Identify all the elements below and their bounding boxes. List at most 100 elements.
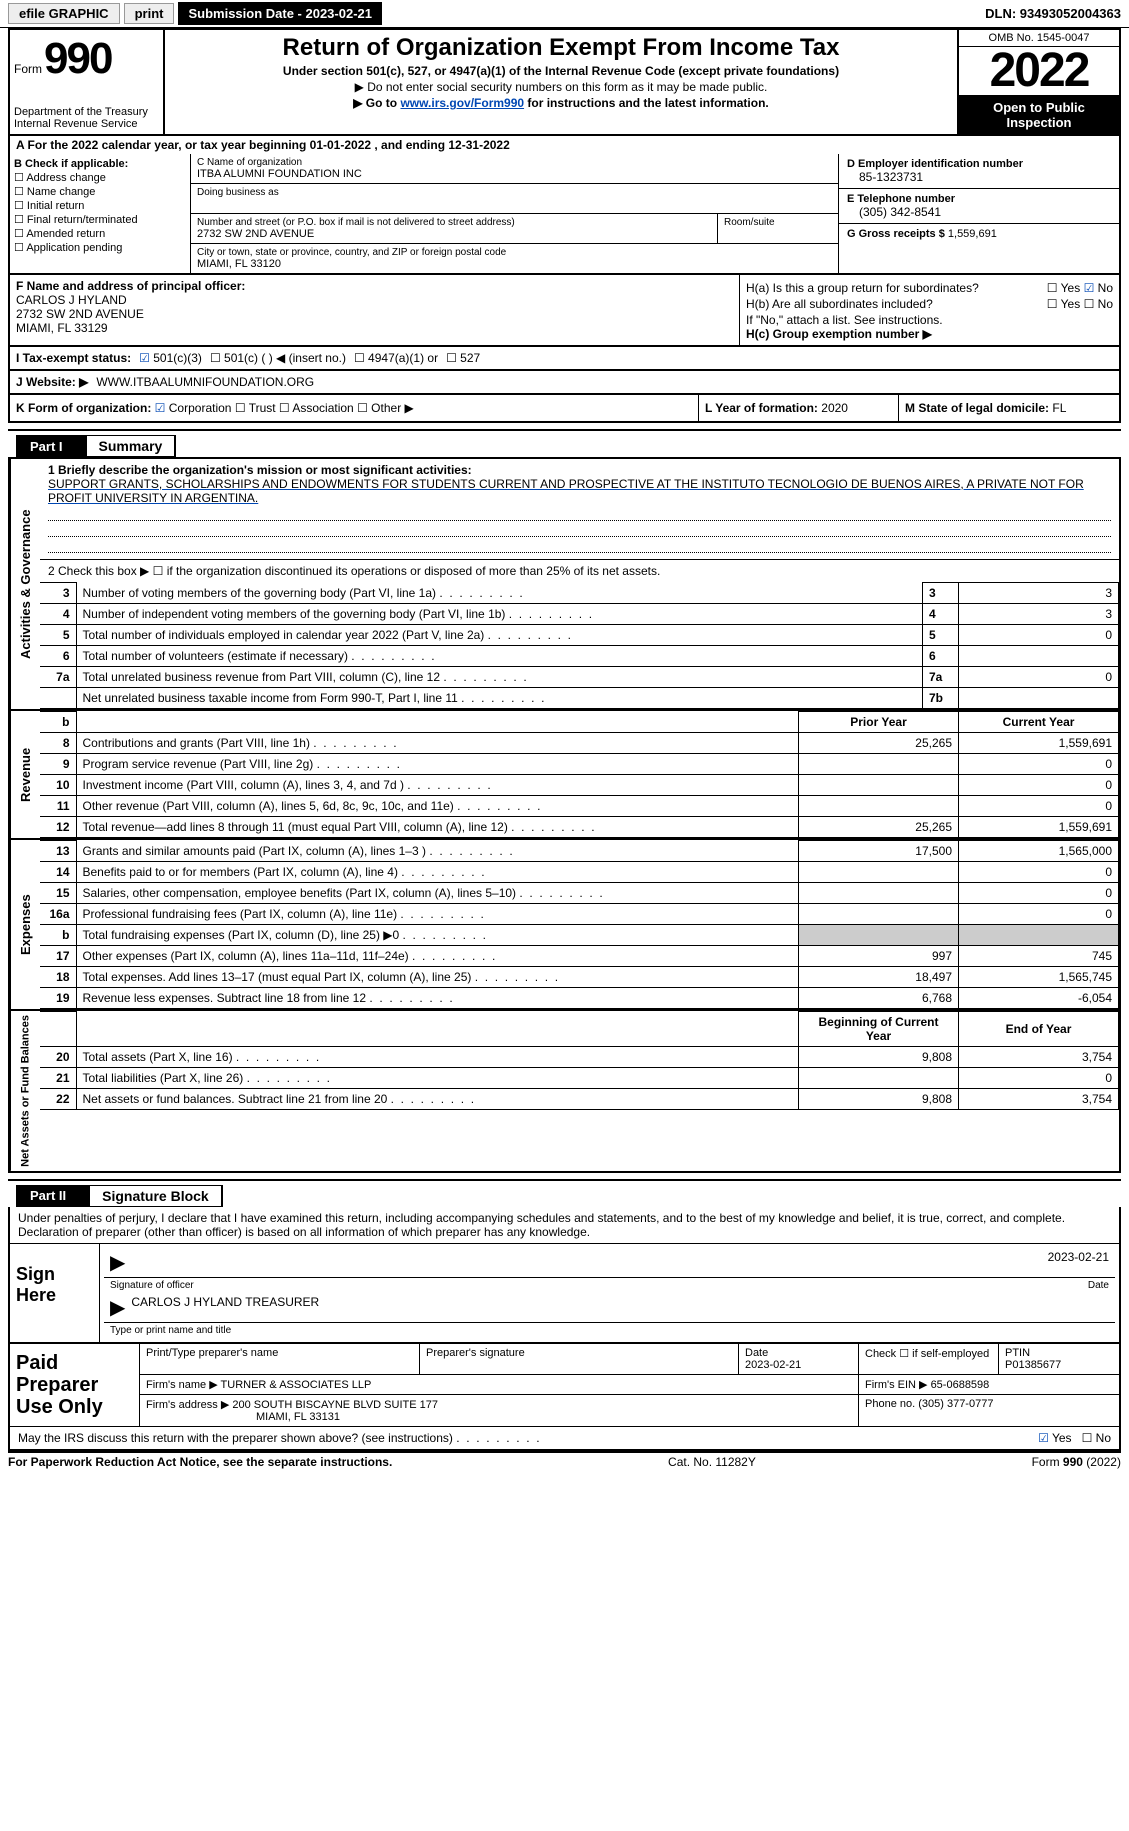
calendar-year-row: A For the 2022 calendar year, or tax yea… [8,136,1121,154]
efile-button[interactable]: efile GRAPHIC [8,3,120,24]
chk-amended-return[interactable]: Amended return [14,227,186,240]
phone-label: E Telephone number [847,193,1111,205]
print-button[interactable]: print [124,3,175,24]
hc-label: H(c) Group exemption number ▶ [746,327,1113,341]
hb-yes[interactable]: Yes [1047,297,1080,311]
form-word: Form [14,62,42,76]
chk-assoc[interactable]: Association [279,401,354,415]
firm-phone: (305) 377-0777 [918,1398,993,1410]
form-header: Form 990 Department of the Treasury Inte… [8,28,1121,136]
city-label: City or town, state or province, country… [197,247,832,258]
prep-date-val: 2023-02-21 [745,1359,801,1371]
chk-501c3[interactable]: 501(c)(3) [139,351,202,365]
side-revenue: Revenue [10,711,40,838]
ha-no[interactable]: No [1084,281,1113,295]
i-label: I Tax-exempt status: [16,351,131,365]
chk-name-change[interactable]: Name change [14,185,186,198]
k-label: K Form of organization: [16,401,151,415]
side-activities: Activities & Governance [10,459,40,709]
chk-final-return[interactable]: Final return/terminated [14,213,186,226]
goto-post: for instructions and the latest informat… [524,96,769,110]
sig-date: 2023-02-21 [1048,1250,1109,1275]
side-netassets: Net Assets or Fund Balances [10,1011,40,1171]
hb-no[interactable]: No [1084,297,1113,311]
dba-label: Doing business as [197,187,832,198]
form-subtitle: Under section 501(c), 527, or 4947(a)(1)… [171,64,951,78]
gross-label: G Gross receipts $ [847,228,945,240]
l-label: L Year of formation: [705,401,818,415]
firm-addr1: 200 SOUTH BISCAYNE BLVD SUITE 177 [232,1399,438,1411]
part1-title: Summary [87,436,175,456]
chk-corp[interactable]: Corporation [155,401,232,415]
website-row: J Website: ▶ WWW.ITBAALUMNIFOUNDATION.OR… [8,371,1121,395]
signature-block: Under penalties of perjury, I declare th… [8,1207,1121,1451]
firm-name: TURNER & ASSOCIATES LLP [221,1379,372,1391]
discuss-row: May the IRS discuss this return with the… [10,1426,1119,1449]
footer-mid: Cat. No. 11282Y [668,1455,756,1469]
footer-left: For Paperwork Reduction Act Notice, see … [8,1455,392,1469]
hb-note: If "No," attach a list. See instructions… [746,313,1113,327]
tax-exempt-row: I Tax-exempt status: 501(c)(3) 501(c) ( … [8,347,1121,371]
b-checkboxes: B Check if applicable: Address change Na… [10,154,190,273]
right-info: D Employer identification number 85-1323… [839,154,1119,273]
firm-ein: 65-0688598 [931,1379,990,1391]
identity-block: B Check if applicable: Address change Na… [8,154,1121,275]
ha-yes[interactable]: Yes [1047,281,1080,295]
hb-label: H(b) Are all subordinates included? [746,297,933,311]
header-mid: Return of Organization Exempt From Incom… [165,30,959,134]
org-info: C Name of organizationITBA ALUMNI FOUNDA… [190,154,839,273]
officer-group-block: F Name and address of principal officer:… [8,275,1121,347]
j-label: J Website: ▶ [16,375,88,389]
sig-officer-label: Signature of officer [110,1280,194,1291]
submission-date: Submission Date - 2023-02-21 [178,2,382,25]
irs-link[interactable]: www.irs.gov/Form990 [400,96,524,110]
ein-value: 85-1323731 [847,170,1111,184]
part1-activities: Activities & Governance 1 Briefly descri… [8,457,1121,711]
firm-addr-label: Firm's address ▶ [146,1399,229,1411]
arrow-icon: ▶ [110,1295,125,1320]
chk-trust[interactable]: Trust [235,401,276,415]
l1-label: 1 Briefly describe the organization's mi… [48,463,1111,477]
ein-label: D Employer identification number [847,158,1111,170]
mission-text: SUPPORT GRANTS, SCHOLARSHIPS AND ENDOWME… [48,477,1111,505]
paid-preparer-grid: Paid Preparer Use Only Print/Type prepar… [10,1342,1119,1426]
print-name-label: Print/Type preparer's name [140,1344,420,1374]
discuss-no[interactable]: No [1082,1431,1111,1445]
part2-title: Signature Block [90,1186,221,1206]
dln: DLN: 93493052004363 [985,6,1121,21]
paid-preparer-label: Paid Preparer Use Only [10,1344,140,1426]
chk-address-change[interactable]: Address change [14,171,186,184]
chk-501c[interactable]: 501(c) ( ) ◀ (insert no.) [210,351,346,365]
form-title: Return of Organization Exempt From Incom… [171,34,951,62]
part1-netassets: Net Assets or Fund Balances Beginning of… [8,1011,1121,1173]
sign-here-label: Sign Here [10,1244,100,1342]
firm-addr2: MIAMI, FL 33131 [256,1411,340,1423]
arrow-icon: ▶ [110,1252,125,1274]
self-employed-check[interactable]: Check ☐ if self-employed [859,1344,999,1374]
firm-phone-label: Phone no. [865,1398,915,1410]
ptin-value: P01385677 [1005,1359,1061,1371]
revenue-table: bPrior YearCurrent Year8Contributions an… [40,711,1119,838]
chk-4947[interactable]: 4947(a)(1) or [354,351,438,365]
chk-initial-return[interactable]: Initial return [14,199,186,212]
f-label: F Name and address of principal officer: [16,279,245,293]
org-form-row: K Form of organization: Corporation Trus… [8,395,1121,423]
discuss-yes[interactable]: Yes [1038,1431,1071,1445]
h-section: H(a) Is this a group return for subordin… [739,275,1119,345]
chk-527[interactable]: 527 [446,351,480,365]
expenses-table: 13Grants and similar amounts paid (Part … [40,840,1119,1009]
footer-right: Form 990 (2022) [1032,1455,1121,1469]
website-value: WWW.ITBAALUMNIFOUNDATION.ORG [96,375,314,389]
part1-label: Part I [18,437,75,456]
chk-other[interactable]: Other ▶ [357,401,414,415]
form-number: 990 [44,34,111,84]
city-state-zip: MIAMI, FL 33120 [197,258,832,270]
sig-date-label: Date [1088,1280,1109,1291]
chk-application-pending[interactable]: Application pending [14,241,186,254]
side-expenses: Expenses [10,840,40,1009]
firm-ein-label: Firm's EIN ▶ [865,1379,928,1391]
part2-header: Part II Signature Block [16,1185,223,1207]
type-name-label: Type or print name and title [110,1325,231,1336]
ha-label: H(a) Is this a group return for subordin… [746,281,979,295]
c-label: C Name of organization [191,154,838,168]
